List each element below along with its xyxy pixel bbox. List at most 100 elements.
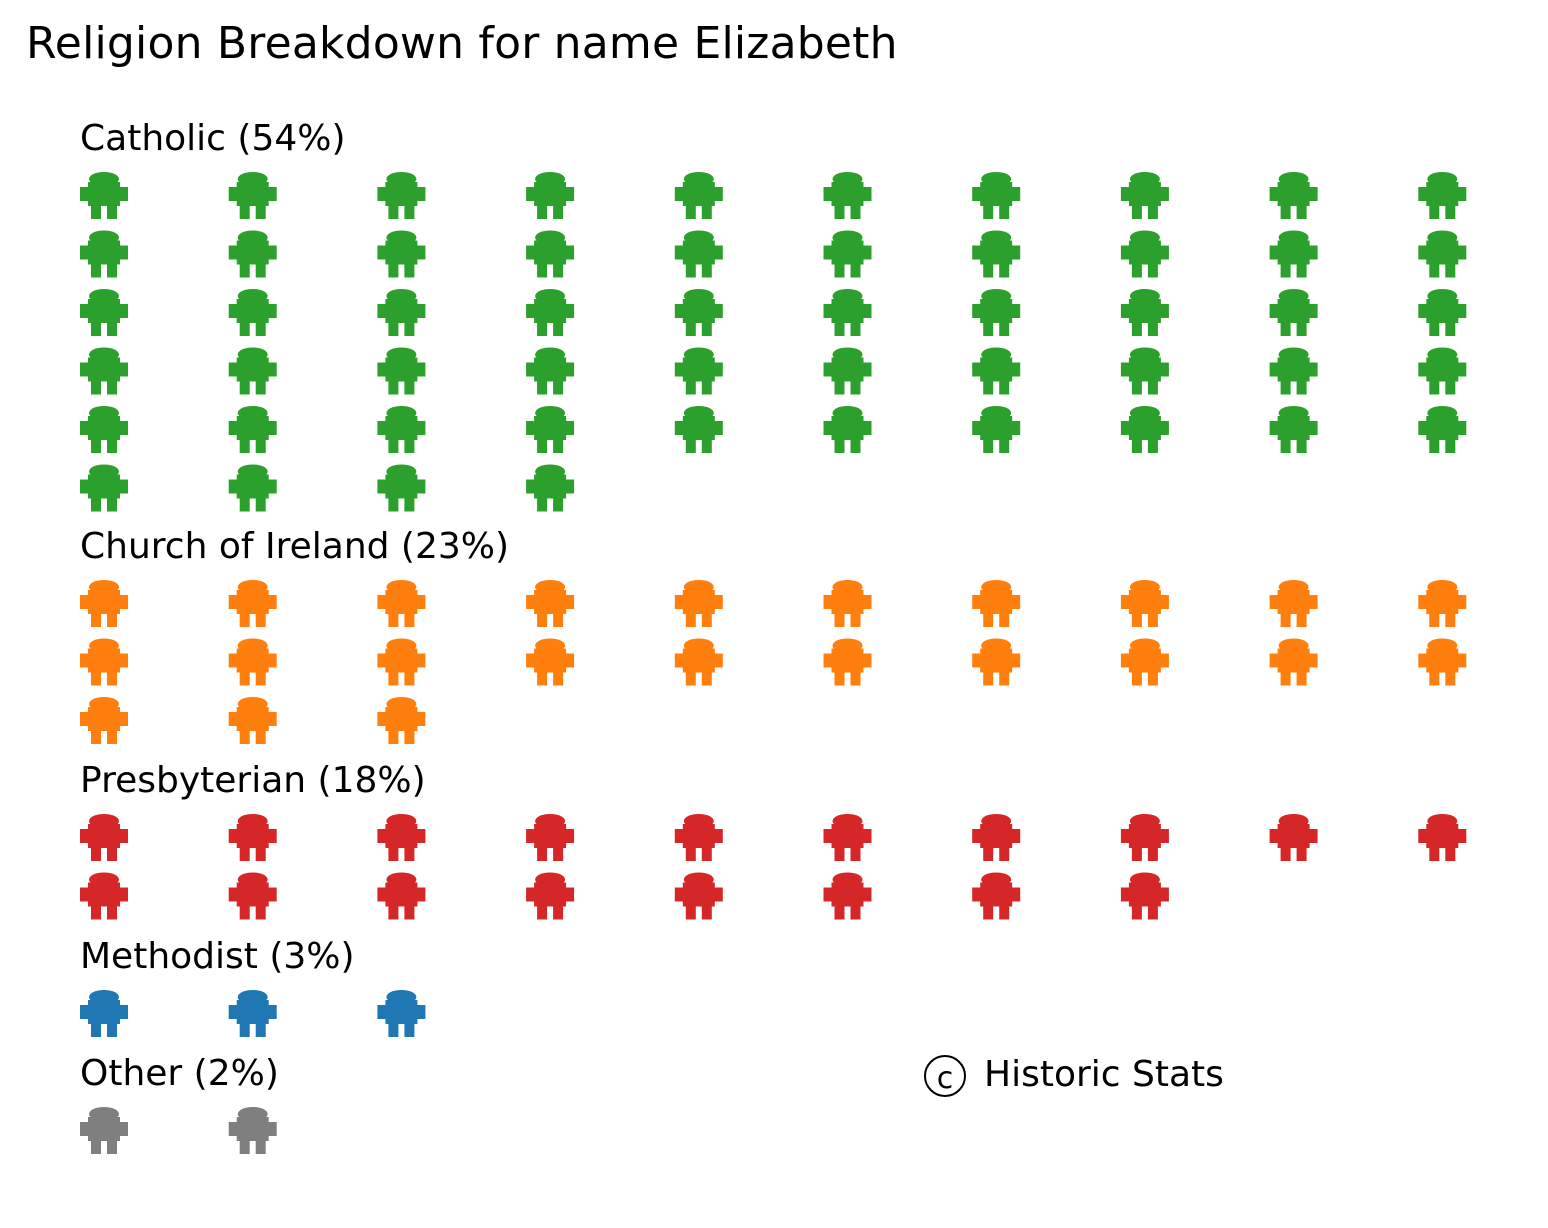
person-icon — [972, 872, 1021, 920]
person-icon — [1120, 638, 1169, 686]
person-icon — [526, 872, 575, 920]
person-icon — [80, 406, 128, 453]
group-label-church-of-ireland: Church of Ireland (23%) — [80, 526, 509, 567]
person-icon — [674, 230, 723, 278]
person-icon — [1120, 347, 1169, 395]
person-icon — [823, 638, 872, 686]
person-icon — [228, 580, 277, 627]
person-icon — [228, 172, 277, 219]
person-icon — [823, 580, 872, 627]
person-icon — [674, 814, 723, 861]
person-icon — [1269, 347, 1318, 395]
group-methodist: Methodist (3%) — [80, 936, 426, 1037]
person-icon — [1120, 872, 1169, 920]
person-icon — [526, 814, 575, 861]
group-presbyterian: Presbyterian (18%) — [80, 760, 1467, 920]
person-icon — [80, 347, 128, 395]
person-icon — [1269, 406, 1318, 453]
person-icon — [80, 872, 128, 920]
person-icon — [1269, 230, 1318, 278]
person-icon — [228, 872, 277, 920]
person-icon — [972, 814, 1021, 861]
person-icon — [526, 347, 575, 395]
person-icon — [526, 638, 575, 686]
group-catholic: Catholic (54%) — [80, 118, 1467, 512]
person-icon — [1120, 172, 1169, 219]
copyright-icon — [924, 1055, 966, 1097]
person-icon — [228, 1107, 277, 1154]
person-icon — [526, 230, 575, 278]
person-icon — [80, 230, 128, 278]
person-icon — [823, 347, 872, 395]
person-icon — [1418, 347, 1467, 395]
person-icon — [1120, 289, 1169, 336]
person-icon — [228, 814, 277, 861]
person-icon — [80, 172, 128, 219]
person-icon — [377, 580, 426, 627]
person-icon — [1418, 230, 1467, 278]
person-icon — [972, 289, 1021, 336]
person-icon — [674, 172, 723, 219]
person-icon — [674, 872, 723, 920]
credit-text: Historic Stats — [984, 1054, 1224, 1095]
person-icon — [1269, 638, 1318, 686]
person-icon — [377, 230, 426, 278]
person-icon — [228, 406, 277, 453]
person-icon — [526, 172, 575, 219]
group-label-catholic: Catholic (54%) — [80, 118, 346, 159]
person-icon — [1120, 230, 1169, 278]
person-icon — [823, 406, 872, 453]
person-icon — [1418, 406, 1467, 453]
person-icon — [1418, 172, 1467, 219]
person-icon — [80, 697, 128, 744]
person-icon — [80, 580, 128, 627]
person-icon — [823, 230, 872, 278]
person-icon — [1269, 289, 1318, 336]
person-icon — [823, 289, 872, 336]
group-label-methodist: Methodist (3%) — [80, 936, 355, 977]
person-icon — [377, 697, 426, 744]
person-icon — [972, 580, 1021, 627]
person-icon — [377, 872, 426, 920]
person-icon — [526, 580, 575, 627]
person-icon — [1418, 638, 1467, 686]
chart-title: Religion Breakdown for name Elizabeth — [26, 18, 898, 69]
person-icon — [972, 347, 1021, 395]
person-icon — [1269, 172, 1318, 219]
person-icon — [1418, 814, 1467, 861]
person-icon — [228, 347, 277, 395]
person-icon — [1120, 814, 1169, 861]
person-icon — [80, 814, 128, 861]
person-icon — [972, 230, 1021, 278]
group-label-presbyterian: Presbyterian (18%) — [80, 760, 426, 801]
person-icon — [972, 406, 1021, 453]
group-label-other: Other (2%) — [80, 1053, 279, 1094]
person-icon — [823, 872, 872, 920]
person-icon — [80, 289, 128, 336]
person-icon — [377, 289, 426, 336]
person-icon — [80, 464, 128, 512]
person-icon — [526, 464, 575, 512]
person-icon — [377, 814, 426, 861]
person-icon — [674, 347, 723, 395]
person-icon — [1120, 406, 1169, 453]
person-icon — [823, 814, 872, 861]
person-icon — [526, 289, 575, 336]
person-icon — [674, 638, 723, 686]
person-icon — [228, 638, 277, 686]
person-icon — [674, 580, 723, 627]
person-icon — [1418, 289, 1467, 336]
person-icon — [228, 990, 277, 1037]
group-church-of-ireland: Church of Ireland (23%) — [80, 526, 1467, 744]
person-icon — [377, 347, 426, 395]
person-icon — [1418, 580, 1467, 627]
person-icon — [972, 172, 1021, 219]
person-icon — [80, 990, 128, 1037]
person-icon — [526, 406, 575, 453]
person-icon — [228, 289, 277, 336]
person-icon — [377, 638, 426, 686]
person-icon — [377, 990, 426, 1037]
person-icon — [228, 230, 277, 278]
person-icon — [377, 172, 426, 219]
